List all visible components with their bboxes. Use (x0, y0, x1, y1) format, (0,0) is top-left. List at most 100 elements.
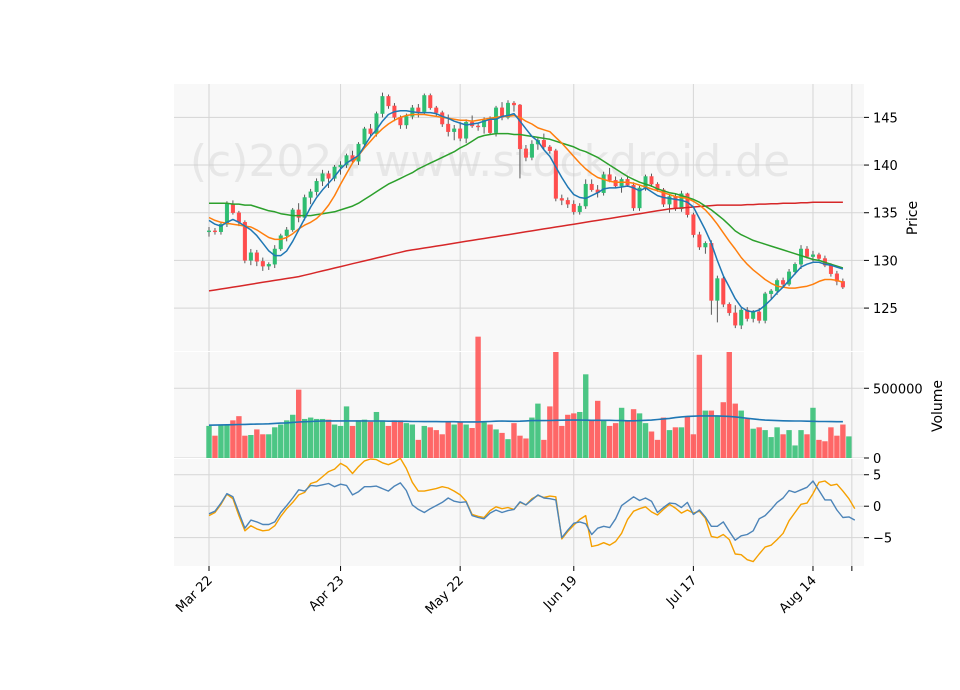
volume-bar (750, 428, 756, 458)
candle-body (691, 214, 696, 235)
volume-bar (475, 336, 481, 458)
volume-bar (738, 410, 744, 458)
volume-bar (660, 417, 667, 458)
x-tick-label: May 22 (423, 573, 467, 617)
volume-bar (571, 413, 577, 458)
volume-bar (248, 434, 254, 458)
volume-bar (744, 418, 750, 458)
volume-bar (391, 420, 398, 458)
candle-body (260, 261, 265, 267)
volume-bar (403, 423, 410, 458)
volume-bar (313, 418, 320, 458)
price-tick-label: 145 (873, 111, 898, 126)
volume-bar (266, 434, 272, 458)
volume-bar (828, 427, 834, 458)
volume-bar (433, 430, 439, 458)
volume-bar (654, 439, 661, 458)
volume-bar (612, 423, 619, 458)
candle-body (248, 252, 253, 261)
candle-body (805, 248, 810, 257)
volume-bar (505, 439, 511, 458)
volume-bar (786, 430, 792, 458)
volume-bar (577, 411, 583, 458)
price-tick-label: 125 (873, 302, 898, 317)
volume-bar (355, 420, 362, 458)
candle-body (362, 128, 367, 145)
volume-bar (589, 420, 595, 458)
candle-body (206, 230, 211, 233)
candle-body (494, 107, 499, 133)
candle-body (715, 278, 720, 301)
candle-body (230, 203, 235, 213)
candle-body (810, 254, 815, 257)
candle-body (793, 264, 798, 273)
price-tick-label: 130 (873, 254, 898, 269)
volume-bar (535, 403, 541, 458)
candle-body (278, 235, 283, 250)
volume-bar (780, 434, 786, 458)
candle-body (266, 264, 271, 267)
candle-body (751, 311, 756, 319)
candle-body (314, 181, 319, 192)
volume-bar (343, 406, 350, 458)
volume-bar (547, 406, 553, 458)
candle-body (344, 155, 349, 166)
candle-body (434, 107, 439, 113)
volume-bar (595, 400, 601, 458)
candle-body (517, 104, 522, 150)
volume-bar (529, 417, 535, 458)
volume-bar (834, 435, 840, 458)
volume-bar (290, 414, 296, 458)
volume-bar (427, 427, 433, 458)
x-tick-label: Jul 17 (663, 573, 700, 610)
candle-body (326, 173, 331, 179)
volume-bar (810, 407, 816, 458)
volume-bar (583, 374, 589, 458)
volume-bar (732, 403, 738, 458)
candle-body (284, 229, 289, 236)
candle-body (506, 102, 511, 118)
volume-bar (278, 424, 284, 458)
watermark-text: (c)2024 www.stockdroid.de (190, 136, 790, 187)
candle-body (236, 212, 241, 223)
volume-bar (445, 421, 451, 458)
candle-body (559, 198, 564, 201)
price-axis-title: Price (905, 201, 921, 235)
volume-bar (224, 424, 230, 458)
oscillator-tick-label: −5 (873, 532, 892, 547)
volume-bar (511, 423, 517, 458)
candle-body (296, 209, 301, 218)
candle-body (721, 278, 726, 305)
volume-bar (325, 419, 332, 458)
candle-body (212, 230, 217, 233)
ma-line-red (208, 201, 843, 292)
volume-bar (648, 431, 655, 458)
candle-body (733, 312, 738, 326)
candle-body (583, 183, 588, 207)
volume-bar (421, 425, 427, 458)
candle-body (781, 280, 786, 285)
volume-bar (792, 445, 798, 458)
volume-bar (373, 411, 380, 458)
x-tick-label: Aug 14 (777, 573, 820, 616)
volume-bar (439, 434, 445, 458)
candle-body (637, 187, 642, 209)
volume-bar (702, 410, 709, 458)
oscillator-line-blue (208, 480, 856, 541)
candle-body (446, 123, 451, 132)
volume-bar (624, 420, 631, 458)
volume-bar (361, 419, 368, 458)
candle-body (589, 183, 594, 191)
volume-bar (672, 427, 679, 458)
candle-body (613, 180, 618, 187)
candle-body (332, 166, 337, 179)
candle-body (272, 248, 277, 265)
candle-body (458, 128, 463, 139)
volume-bar (517, 435, 523, 458)
candle-body (422, 95, 427, 112)
candle-body (601, 174, 606, 193)
candle-body (320, 173, 325, 182)
candle-body (476, 125, 481, 128)
x-tick-label: Mar 22 (173, 573, 216, 616)
